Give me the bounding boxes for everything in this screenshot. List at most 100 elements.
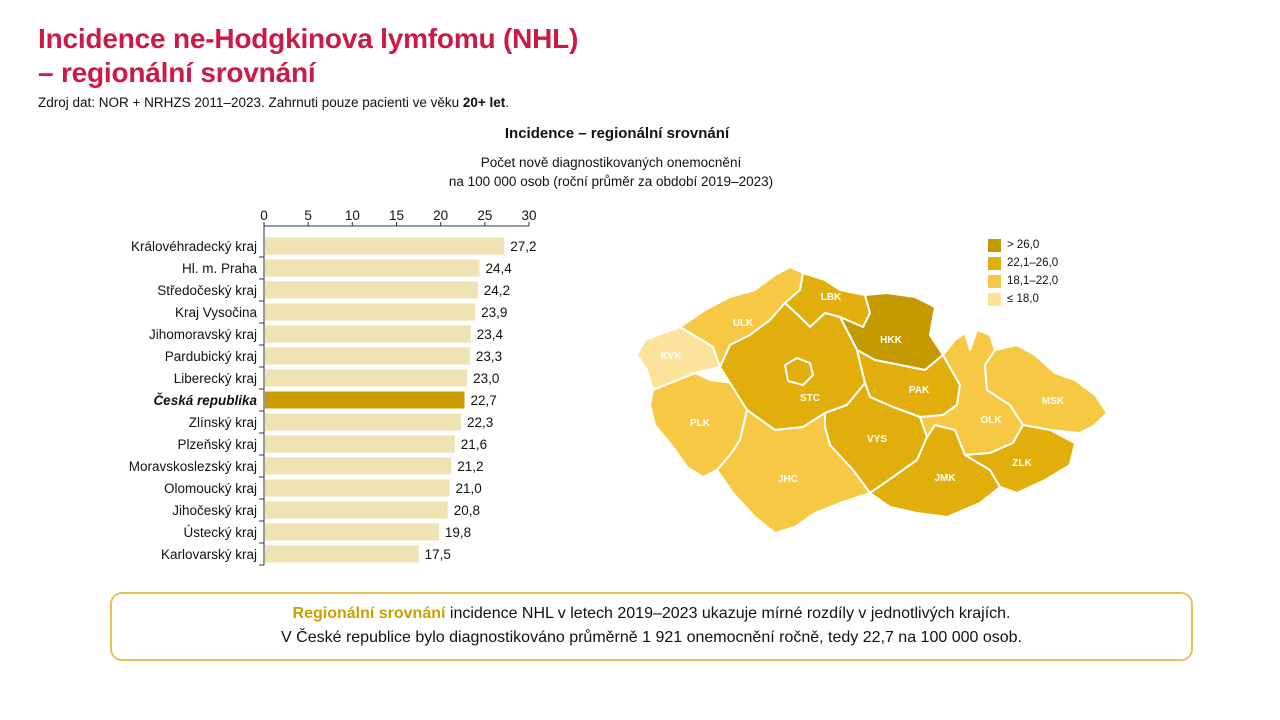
category-label: Česká republika — [153, 393, 257, 408]
page-title: Incidence ne-Hodgkinova lymfomu (NHL) – … — [38, 22, 578, 90]
bar — [265, 413, 461, 431]
region-label-LBK: LBK — [821, 292, 842, 303]
bar — [265, 325, 471, 343]
legend-swatch — [988, 292, 1001, 306]
legend-label: 18,1–22,0 — [1007, 275, 1059, 287]
value-label: 21,0 — [456, 481, 482, 496]
region-label-JMK: JMK — [934, 473, 956, 484]
region-label-VYS: VYS — [867, 434, 887, 445]
value-label: 19,8 — [445, 525, 471, 540]
legend-swatch — [988, 256, 1001, 270]
region-label-OLK: OLK — [980, 415, 1002, 426]
region-label-ULK: ULK — [733, 318, 754, 329]
category-label: Středočeský kraj — [157, 283, 257, 298]
bar-chart: 0 5 10 15 20 25 30 Královéhradecký kraj 27,2 Hl. … — [129, 208, 537, 566]
region-JHC — [716, 409, 871, 534]
x-tick-label: 5 — [304, 208, 312, 223]
source-age-bold: 20+ let — [462, 95, 506, 110]
legend-label: > 26,0 — [1007, 239, 1040, 251]
value-label: 23,9 — [481, 305, 507, 320]
value-label: 21,6 — [461, 437, 487, 452]
bar — [265, 501, 448, 519]
category-label: Pardubický kraj — [165, 349, 257, 364]
region-ZLK — [964, 424, 1076, 494]
x-tick-label: 15 — [389, 208, 404, 223]
category-label: Olomoucký kraj — [164, 481, 257, 496]
legend-item: 18,1–22,0 — [988, 272, 1058, 290]
value-label: 27,2 — [510, 239, 536, 254]
category-label: Kraj Vysočina — [175, 305, 258, 320]
value-label: 23,3 — [476, 349, 502, 364]
bar — [265, 369, 468, 387]
value-label: 17,5 — [425, 547, 451, 562]
region-label-JHC: JHC — [778, 474, 798, 485]
summary-line-1-text: incidence NHL v letech 2019–2023 ukazuje… — [445, 605, 1011, 622]
value-label: 21,2 — [457, 459, 483, 474]
region-label-ZLK: ZLK — [1012, 458, 1032, 469]
title-line-2: – regionální srovnání — [38, 57, 316, 88]
data-source-note: Zdroj dat: NOR + NRHZS 2011–2023. Zahrnu… — [38, 95, 509, 110]
region-label-PAK: PAK — [909, 385, 930, 396]
value-label: 22,7 — [471, 393, 497, 408]
value-label: 24,2 — [484, 283, 510, 298]
summary-highlight: Regionální srovnání — [292, 605, 446, 622]
value-label: 24,4 — [486, 261, 513, 276]
value-label: 23,4 — [477, 327, 504, 342]
value-label: 23,0 — [473, 371, 499, 386]
category-label: Liberecký kraj — [174, 371, 257, 386]
region-PHA — [784, 357, 814, 386]
category-label: Jihomoravský kraj — [149, 327, 257, 342]
region-label-STC: STC — [800, 393, 820, 404]
x-tick-label: 30 — [521, 208, 536, 223]
category-label: Plzeňský kraj — [177, 437, 257, 452]
value-label: 22,3 — [467, 415, 493, 430]
summary-line-2: V České republice bylo diagnostikováno p… — [281, 629, 1022, 646]
region-label-KVK: KVK — [660, 351, 682, 362]
legend-label: 22,1–26,0 — [1007, 257, 1059, 269]
category-label: Ústecký kraj — [183, 525, 257, 540]
bar — [265, 281, 478, 299]
source-suffix: . — [505, 95, 510, 110]
summary-note-box: Regionální srovnání incidence NHL v lete… — [110, 592, 1193, 661]
bar — [265, 391, 465, 409]
category-label: Zlínský kraj — [189, 415, 257, 430]
legend-swatch — [988, 238, 1001, 252]
x-tick-label: 20 — [433, 208, 448, 223]
bar — [265, 347, 470, 365]
legend-swatch — [988, 274, 1001, 288]
x-tick-label: 0 — [260, 208, 268, 223]
bar — [265, 523, 439, 541]
chart-subtitle-line-1: Počet nově diagnostikovaných onemocnění — [480, 155, 742, 170]
bar — [265, 457, 452, 475]
chart-subtitle-line-2: na 100 000 osob (roční průměr za období … — [448, 174, 774, 189]
x-tick-label: 25 — [477, 208, 492, 223]
value-label: 20,8 — [454, 503, 480, 518]
legend-item: ≤ 18,0 — [988, 290, 1058, 308]
category-label: Královéhradecký kraj — [131, 239, 257, 254]
region-MSK — [984, 344, 1108, 434]
title-line-1: Incidence ne-Hodgkinova lymfomu (NHL) — [38, 23, 579, 54]
category-label: Jihočeský kraj — [172, 503, 257, 518]
legend-item: > 26,0 — [988, 236, 1058, 254]
bar — [265, 237, 505, 255]
category-label: Moravskoslezský kraj — [129, 459, 257, 474]
legend-label: ≤ 18,0 — [1007, 293, 1039, 305]
region-label-MSK: MSK — [1042, 396, 1065, 407]
summary-line-1: Regionální srovnání incidence NHL v lete… — [112, 602, 1191, 626]
region-label-PLK: PLK — [690, 418, 711, 429]
czech-regions-map: KVK ULK LBK HKK PLK STC PAK VYS JHC JMK … — [636, 266, 1108, 534]
map-legend: > 26,0 22,1–26,0 18,1–22,0 ≤ 18,0 — [988, 236, 1058, 308]
category-label: Karlovarský kraj — [161, 547, 257, 562]
legend-item: 22,1–26,0 — [988, 254, 1058, 272]
bar — [265, 435, 455, 453]
x-tick-label: 10 — [345, 208, 360, 223]
bar — [265, 303, 476, 321]
bar — [265, 259, 480, 277]
source-text: Zdroj dat: NOR + NRHZS 2011–2023. Zahrnu… — [38, 95, 463, 110]
bar — [265, 545, 419, 563]
category-label: Hl. m. Praha — [182, 261, 258, 276]
chart-subtitle: Počet nově diagnostikovaných onemocnění … — [0, 153, 1222, 191]
region-label-HKK: HKK — [880, 335, 902, 346]
bar — [265, 479, 450, 497]
chart-title: Incidence – regionální srovnání — [504, 125, 730, 142]
